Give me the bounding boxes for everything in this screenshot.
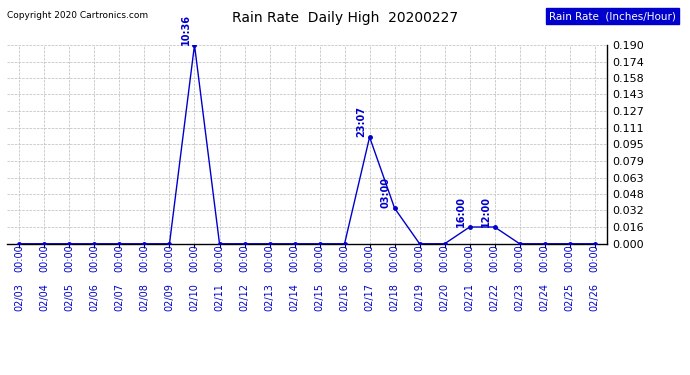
Text: 03:00: 03:00 xyxy=(381,177,391,208)
Text: 02/10: 02/10 xyxy=(190,283,199,310)
Text: 00:00: 00:00 xyxy=(290,244,299,272)
Text: 02/25: 02/25 xyxy=(564,283,575,311)
Text: 00:00: 00:00 xyxy=(364,244,375,272)
Text: 02/22: 02/22 xyxy=(490,283,500,311)
Text: 00:00: 00:00 xyxy=(90,244,99,272)
Text: 00:00: 00:00 xyxy=(190,244,199,272)
Text: 02/08: 02/08 xyxy=(139,283,150,310)
Text: 02/07: 02/07 xyxy=(115,283,124,310)
Text: 00:00: 00:00 xyxy=(590,244,600,272)
Text: 02/12: 02/12 xyxy=(239,283,250,310)
Text: 02/03: 02/03 xyxy=(14,283,24,310)
Text: Copyright 2020 Cartronics.com: Copyright 2020 Cartronics.com xyxy=(7,11,148,20)
Text: 10:36: 10:36 xyxy=(181,14,190,45)
Text: 02/18: 02/18 xyxy=(390,283,400,310)
Text: 02/15: 02/15 xyxy=(315,283,324,310)
Text: 16:00: 16:00 xyxy=(456,196,466,227)
Text: 02/19: 02/19 xyxy=(415,283,424,310)
Text: 02/16: 02/16 xyxy=(339,283,350,310)
Text: 02/26: 02/26 xyxy=(590,283,600,310)
Text: 02/14: 02/14 xyxy=(290,283,299,310)
Text: 00:00: 00:00 xyxy=(39,244,50,272)
Text: 00:00: 00:00 xyxy=(515,244,524,272)
Text: 02/11: 02/11 xyxy=(215,283,224,310)
Text: 02/09: 02/09 xyxy=(164,283,175,310)
Text: 00:00: 00:00 xyxy=(339,244,350,272)
Text: 02/05: 02/05 xyxy=(64,283,75,310)
Text: 12:00: 12:00 xyxy=(481,196,491,227)
Text: 00:00: 00:00 xyxy=(490,244,500,272)
Text: 02/24: 02/24 xyxy=(540,283,550,310)
Text: 00:00: 00:00 xyxy=(315,244,324,272)
Text: 00:00: 00:00 xyxy=(215,244,224,272)
Text: 00:00: 00:00 xyxy=(64,244,75,272)
Text: 00:00: 00:00 xyxy=(540,244,550,272)
Text: Rain Rate  (Inches/Hour): Rain Rate (Inches/Hour) xyxy=(549,11,676,21)
Text: 02/21: 02/21 xyxy=(464,283,475,310)
Text: 00:00: 00:00 xyxy=(564,244,575,272)
Text: 02/20: 02/20 xyxy=(440,283,450,310)
Text: 00:00: 00:00 xyxy=(440,244,450,272)
Text: 00:00: 00:00 xyxy=(14,244,24,272)
Text: 02/13: 02/13 xyxy=(264,283,275,310)
Text: 02/04: 02/04 xyxy=(39,283,50,310)
Text: Rain Rate  Daily High  20200227: Rain Rate Daily High 20200227 xyxy=(232,11,458,25)
Text: 00:00: 00:00 xyxy=(464,244,475,272)
Text: 02/06: 02/06 xyxy=(90,283,99,310)
Text: 00:00: 00:00 xyxy=(390,244,400,272)
Text: 02/17: 02/17 xyxy=(364,283,375,310)
Text: 02/23: 02/23 xyxy=(515,283,524,310)
Text: 23:07: 23:07 xyxy=(356,106,366,137)
Text: 00:00: 00:00 xyxy=(264,244,275,272)
Text: 00:00: 00:00 xyxy=(164,244,175,272)
Text: 00:00: 00:00 xyxy=(239,244,250,272)
Text: 00:00: 00:00 xyxy=(415,244,424,272)
Text: 00:00: 00:00 xyxy=(139,244,150,272)
Text: 00:00: 00:00 xyxy=(115,244,124,272)
